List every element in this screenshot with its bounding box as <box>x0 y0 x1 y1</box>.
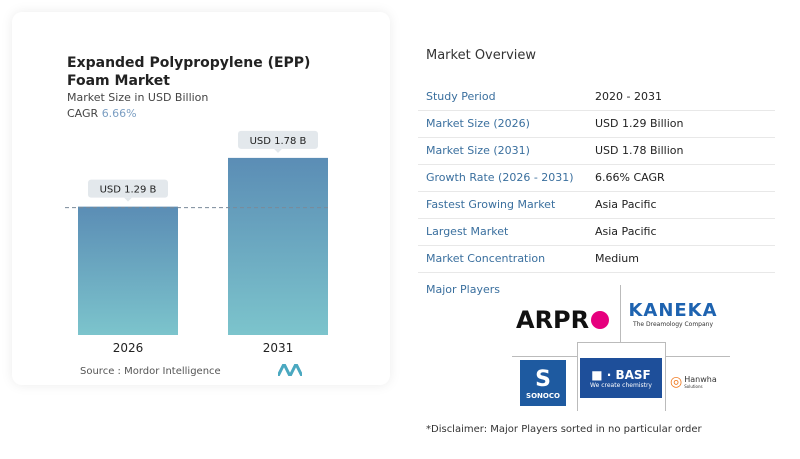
overview-row: Largest Market Asia Pacific <box>418 219 775 246</box>
cagr-label: CAGR <box>67 107 99 120</box>
source: Source : Mordor Intelligence <box>80 366 221 377</box>
overview-row: Fastest Growing Market Asia Pacific <box>418 192 775 219</box>
row-label: Market Size (2026) <box>426 117 530 130</box>
x-tick-label: 2031 <box>263 341 294 355</box>
row-value: Medium <box>595 252 639 265</box>
data-label: USD 1.78 B <box>250 136 307 147</box>
overview-row: Study Period 2020 - 2031 <box>418 84 775 111</box>
row-value: Asia Pacific <box>595 225 657 238</box>
sonoco-logo: S SONOCO <box>520 360 566 406</box>
chart-subtitle: Market Size in USD Billion <box>67 91 209 104</box>
overview-title: Market Overview <box>426 48 537 63</box>
chart-title: Expanded Polypropylene (EPP) Foam Market <box>67 55 311 89</box>
data-label-bg <box>238 130 318 149</box>
row-label: Study Period <box>426 90 496 103</box>
cagr-value: 6.66% <box>101 107 137 120</box>
overview-row: Market Concentration Medium <box>418 246 775 273</box>
row-value: USD 1.29 Billion <box>595 117 684 130</box>
x-tick-label: 2026 <box>113 341 144 355</box>
data-label: USD 1.29 B <box>100 185 157 196</box>
overview-row: Growth Rate (2026 - 2031) 6.66% CAGR <box>418 165 775 192</box>
bar-chart: USD 1.29 B 2026 USD 1.78 B 2031 <box>65 130 330 355</box>
kaneka-logo: KANEKA The Dreamology Company <box>628 300 718 328</box>
mordor-logo-icon <box>278 364 302 376</box>
cagr: CAGR 6.66% <box>67 107 137 120</box>
row-label: Largest Market <box>426 225 509 238</box>
hanwha-logo: ◎ Hanwha Solutions <box>670 374 717 390</box>
bar-2031 <box>228 157 328 335</box>
row-value: 2020 - 2031 <box>595 90 662 103</box>
row-label: Market Concentration <box>426 252 546 265</box>
arpro-logo: ARPR <box>516 306 610 334</box>
bar-2026 <box>78 206 178 335</box>
row-value: Asia Pacific <box>595 198 657 211</box>
overview-row: Market Size (2031) USD 1.78 Billion <box>418 138 775 165</box>
row-label: Market Size (2031) <box>426 144 530 157</box>
row-value: USD 1.78 Billion <box>595 144 684 157</box>
data-label-pointer <box>274 148 282 153</box>
data-label-bg <box>88 179 168 198</box>
major-players-title: Major Players <box>426 283 500 296</box>
row-label: Growth Rate (2026 - 2031) <box>426 171 574 184</box>
row-label: Fastest Growing Market <box>426 198 556 211</box>
disclaimer: *Disclaimer: Major Players sorted in no … <box>426 424 702 435</box>
basf-logo: ■ · BASF We create chemistry <box>580 358 662 398</box>
data-label-pointer <box>124 197 132 202</box>
row-value: 6.66% CAGR <box>595 171 665 184</box>
overview-row: Market Size (2026) USD 1.29 Billion <box>418 111 775 138</box>
